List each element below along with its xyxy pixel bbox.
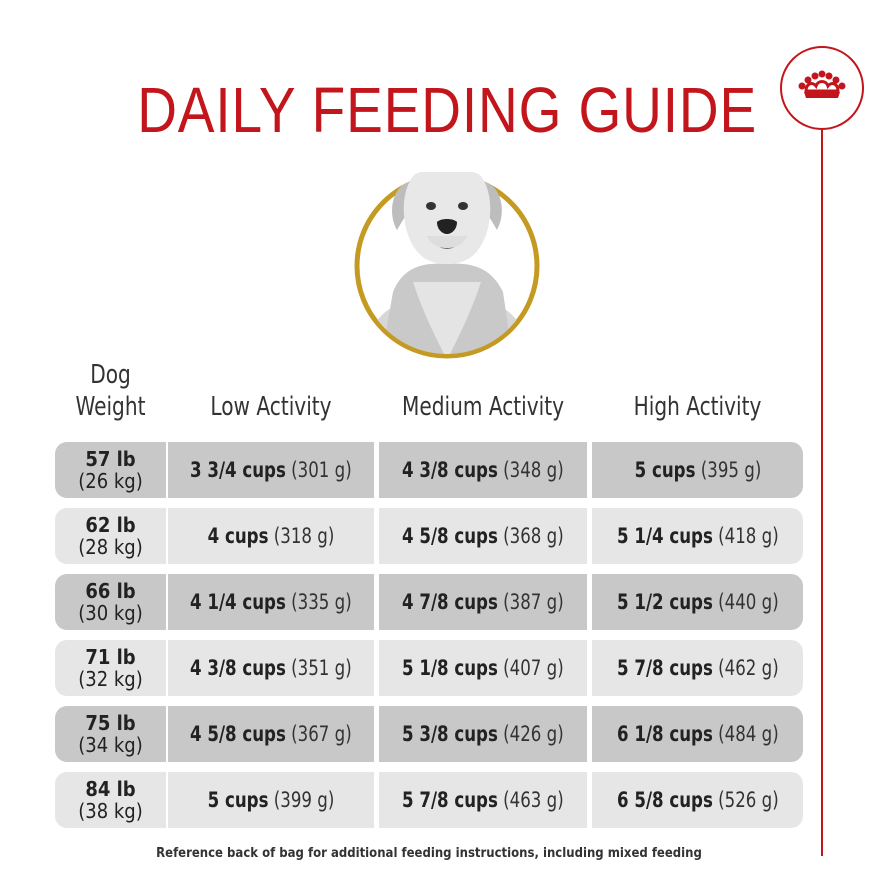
high-activity-cell: 6 1/8 cups (484 g) [592,706,803,762]
medium-activity-cell: 5 3/8 cups (426 g) [379,706,587,762]
low-activity-cell: 5 cups (399 g) [168,772,374,828]
weight-cell: 57 lb (26 kg) [55,442,166,498]
high-activity-cell: 5 1/4 cups (418 g) [592,508,803,564]
brand-divider-line [821,128,823,856]
weight-cell: 75 lb (34 kg) [55,706,166,762]
medium-activity-cell: 4 7/8 cups (387 g) [379,574,587,630]
weight-cell: 62 lb (28 kg) [55,508,166,564]
low-activity-cell: 4 5/8 cups (367 g) [168,706,374,762]
column-header-medium: Medium Activity [401,392,565,422]
column-header-weight: Dog Weight [63,359,158,423]
dog-portrait-icon [353,168,541,360]
medium-activity-cell: 5 7/8 cups (463 g) [379,772,587,828]
high-activity-cell: 5 7/8 cups (462 g) [592,640,803,696]
page-title: DAILY FEEDING GUIDE [137,74,758,146]
table-row: 75 lb (34 kg) 4 5/8 cups (367 g) 5 3/8 cu… [55,706,803,762]
table-row: 62 lb (28 kg) 4 cups (318 g) 4 5/8 cups (… [55,508,803,564]
header-weight-line1: Dog [90,360,131,390]
table-row: 57 lb (26 kg) 3 3/4 cups (301 g) 4 3/8 cu… [55,442,803,498]
high-activity-cell: 5 cups (395 g) [592,442,803,498]
weight-cell: 84 lb (38 kg) [55,772,166,828]
crown-logo-icon [780,46,864,130]
weight-cell: 66 lb (30 kg) [55,574,166,630]
medium-activity-cell: 4 5/8 cups (368 g) [379,508,587,564]
medium-activity-cell: 5 1/8 cups (407 g) [379,640,587,696]
low-activity-cell: 4 3/8 cups (351 g) [168,640,374,696]
table-row: 71 lb (32 kg) 4 3/8 cups (351 g) 5 1/8 cu… [55,640,803,696]
low-activity-cell: 4 1/4 cups (335 g) [168,574,374,630]
high-activity-cell: 6 5/8 cups (526 g) [592,772,803,828]
column-header-high: High Activity [633,392,762,422]
medium-activity-cell: 4 3/8 cups (348 g) [379,442,587,498]
table-row: 66 lb (30 kg) 4 1/4 cups (335 g) 4 7/8 cu… [55,574,803,630]
low-activity-cell: 3 3/4 cups (301 g) [168,442,374,498]
weight-cell: 71 lb (32 kg) [55,640,166,696]
header-weight-line2: Weight [75,392,146,422]
table-row: 84 lb (38 kg) 5 cups (399 g) 5 7/8 cups (… [55,772,803,828]
high-activity-cell: 5 1/2 cups (440 g) [592,574,803,630]
low-activity-cell: 4 cups (318 g) [168,508,374,564]
footer-note: Reference back of bag for additional fee… [156,846,702,861]
column-header-low: Low Activity [210,392,332,422]
